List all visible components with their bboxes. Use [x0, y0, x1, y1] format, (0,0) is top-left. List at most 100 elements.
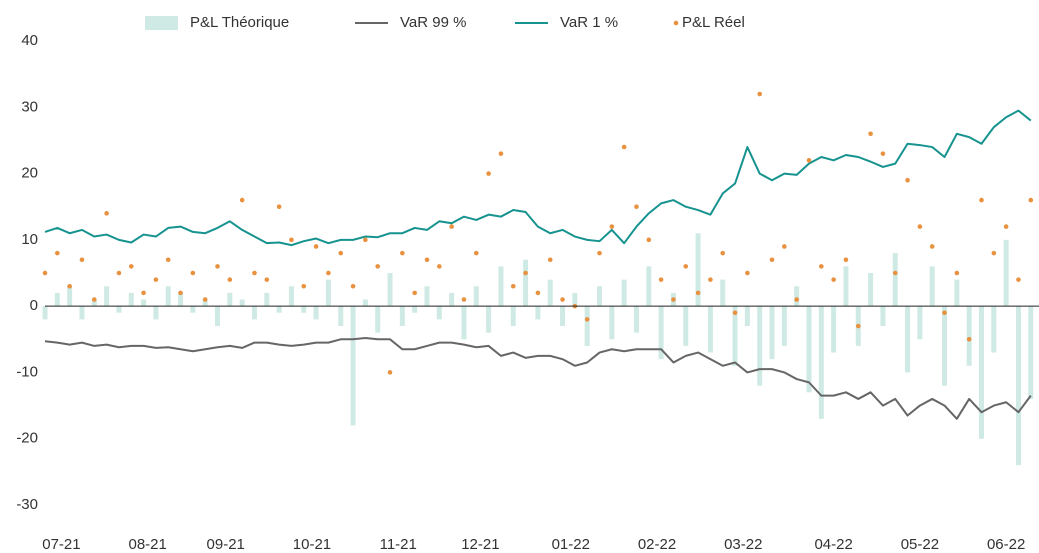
- dot: [917, 224, 923, 229]
- bar: [313, 306, 319, 320]
- bar: [744, 306, 750, 327]
- bar: [178, 292, 184, 307]
- bar: [461, 306, 467, 340]
- dot: [1016, 277, 1021, 282]
- bar: [929, 266, 935, 307]
- bar: [276, 306, 282, 313]
- bar: [868, 273, 874, 307]
- dot: [991, 250, 997, 256]
- bar: [584, 306, 590, 346]
- dot: [202, 297, 208, 302]
- bar: [806, 306, 812, 393]
- dot: [584, 317, 590, 322]
- legend-label: P&L Réel: [682, 14, 745, 31]
- bar: [818, 306, 824, 419]
- bar: [412, 306, 418, 313]
- bar: [449, 292, 455, 307]
- dot: [905, 177, 910, 183]
- x-tick-label: 05-22: [901, 536, 939, 553]
- x-tick-label: 12-21: [461, 536, 499, 553]
- bar: [1015, 306, 1021, 466]
- bar: [683, 306, 689, 346]
- dot: [547, 257, 553, 263]
- dot: [461, 297, 467, 302]
- dot: [523, 270, 528, 276]
- dot: [55, 250, 60, 256]
- dot: [178, 290, 183, 296]
- bar: [547, 279, 553, 307]
- dot: [929, 244, 935, 249]
- bar: [1003, 239, 1009, 307]
- bar: [769, 306, 775, 360]
- bar: [67, 286, 73, 307]
- legend-label: VaR 1 %: [560, 14, 618, 31]
- dot: [880, 151, 886, 156]
- x-tick-label: 02-22: [638, 536, 676, 553]
- dot: [424, 257, 430, 263]
- dot: [153, 277, 159, 282]
- dot: [683, 264, 689, 269]
- bar: [523, 259, 529, 307]
- legend-label: P&L Théorique: [190, 14, 289, 31]
- x-tick-label: 06-22: [987, 536, 1025, 553]
- dot: [708, 277, 713, 282]
- bar: [338, 306, 344, 327]
- x-tick-label: 03-22: [724, 536, 762, 553]
- line: [44, 109, 1032, 247]
- dot: [892, 270, 898, 276]
- bar: [104, 286, 110, 307]
- bar: [264, 292, 270, 307]
- legend-label: VaR 99 %: [400, 14, 466, 31]
- dot: [720, 250, 726, 256]
- bar: [239, 299, 245, 307]
- dot: [732, 310, 738, 316]
- bar: [609, 306, 615, 340]
- dot: [338, 250, 344, 256]
- dot: [264, 277, 270, 282]
- bar: [572, 292, 578, 307]
- dot: [831, 277, 836, 282]
- dot: [104, 211, 109, 216]
- bar: [190, 306, 196, 313]
- bar: [707, 306, 713, 353]
- bar: [597, 286, 603, 307]
- dot: [671, 297, 676, 302]
- dot: [966, 336, 972, 342]
- dot: [658, 277, 664, 282]
- bar: [966, 306, 972, 366]
- bar: [375, 306, 381, 333]
- bar: [153, 306, 159, 320]
- dot: [979, 197, 984, 203]
- bar: [79, 306, 85, 320]
- y-tick-label: 20: [21, 165, 38, 182]
- bar: [880, 306, 886, 327]
- bar: [942, 306, 948, 386]
- x-tick-label: 04-22: [814, 536, 852, 553]
- bar: [215, 306, 221, 327]
- y-tick-label: -10: [16, 363, 38, 380]
- x-tick-label: 10-21: [293, 536, 331, 553]
- dot: [819, 264, 824, 269]
- dot: [449, 224, 454, 229]
- bar: [732, 306, 738, 366]
- bar: [325, 279, 331, 307]
- bar: [251, 306, 257, 320]
- bar: [917, 306, 923, 340]
- bar: [695, 233, 701, 307]
- x-tick-label: 09-21: [207, 536, 245, 553]
- y-tick-label: -30: [16, 496, 38, 513]
- bar: [757, 306, 763, 386]
- bar: [165, 286, 171, 307]
- dot: [782, 244, 787, 249]
- dot: [350, 283, 356, 289]
- dot: [128, 264, 134, 269]
- bar: [399, 306, 405, 327]
- bar: [831, 306, 837, 353]
- x-tick-label: 11-21: [380, 536, 417, 553]
- dot: [954, 270, 960, 276]
- dot: [486, 171, 491, 176]
- dot: [412, 290, 417, 296]
- dot: [326, 270, 331, 276]
- dot: [942, 310, 947, 316]
- bar: [535, 306, 541, 320]
